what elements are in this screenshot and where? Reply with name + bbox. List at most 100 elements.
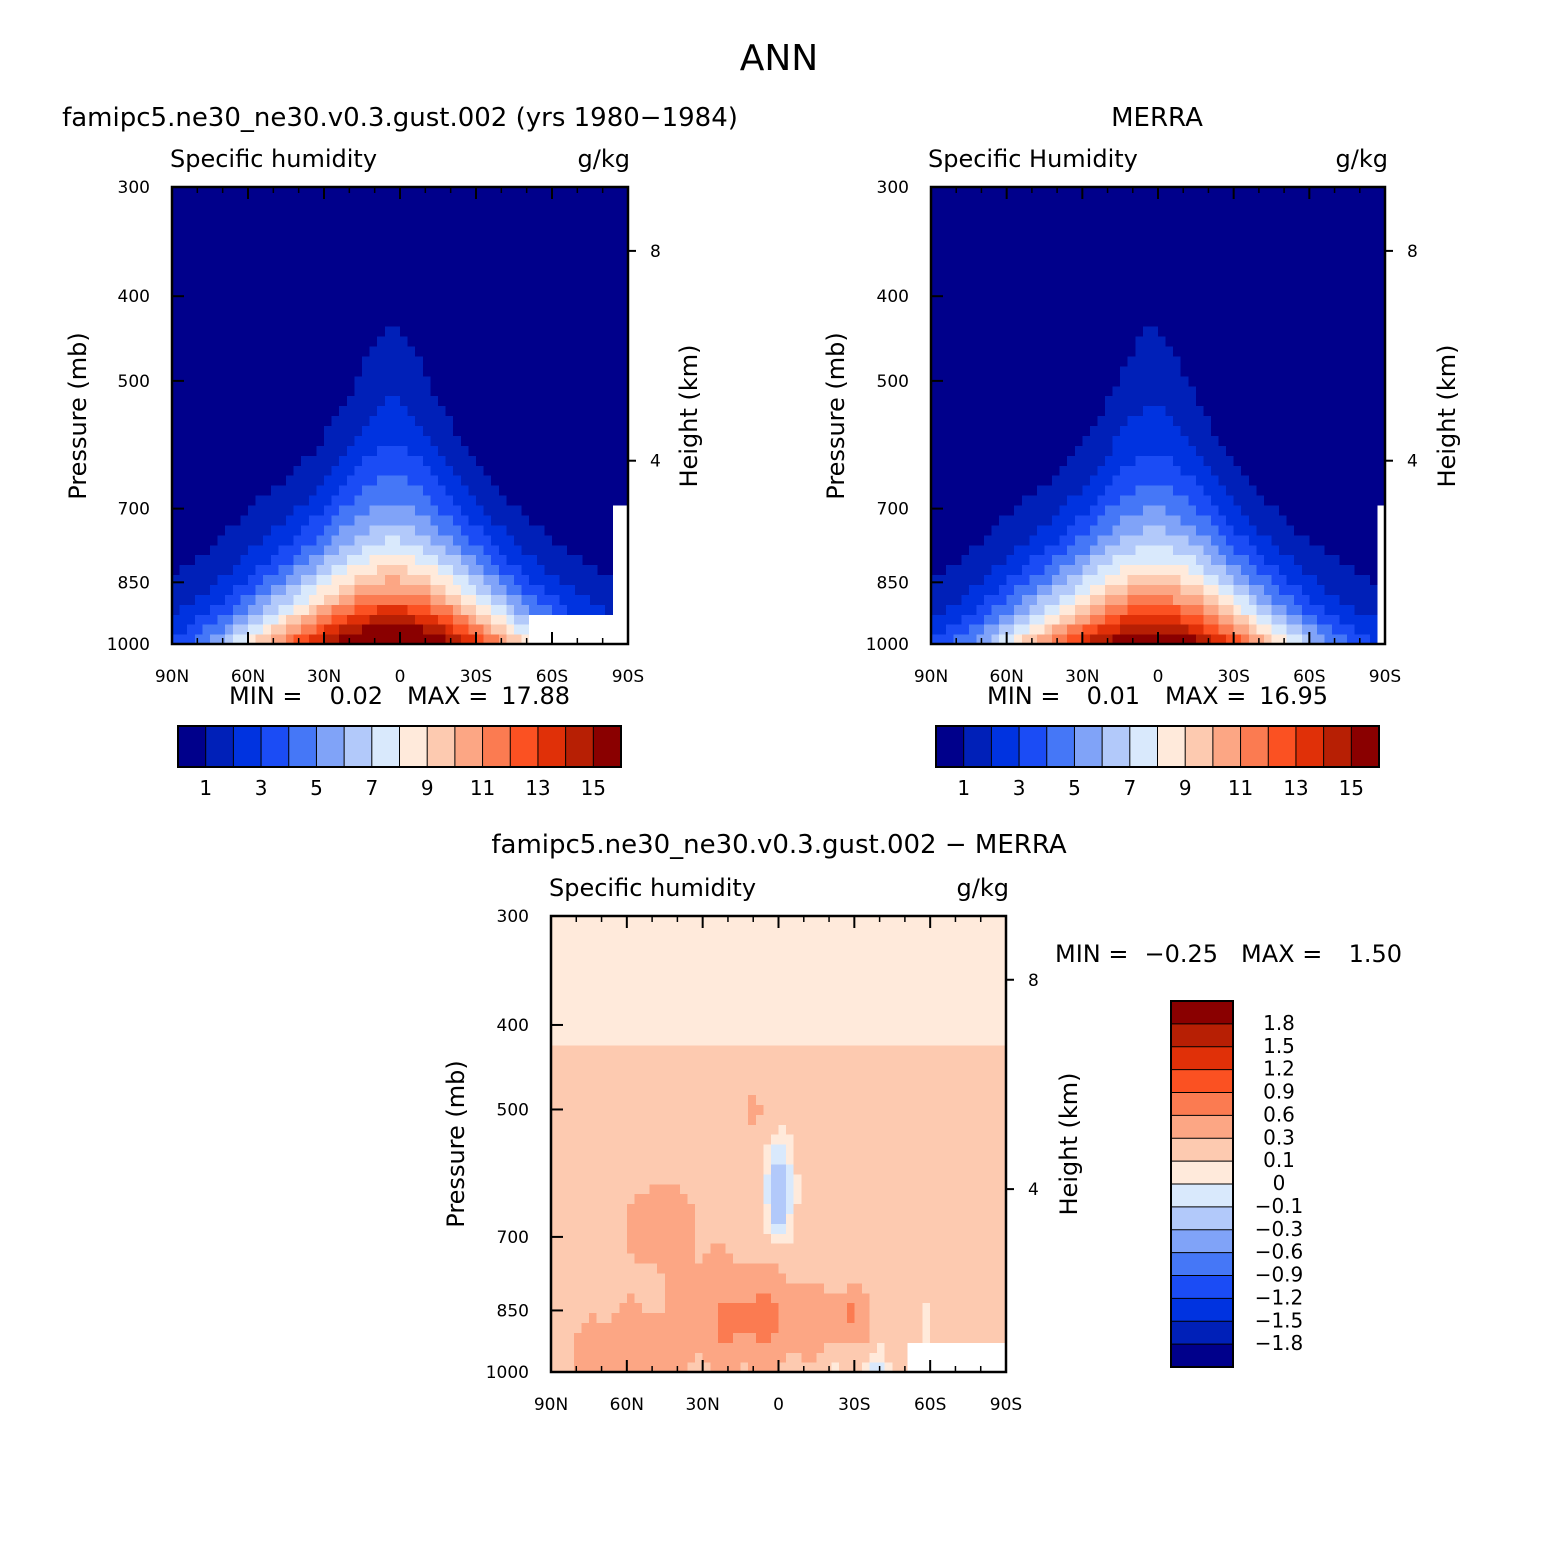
model-field-cell <box>453 435 462 446</box>
obs-field-cell <box>1309 345 1318 357</box>
model-contour-field <box>172 187 628 644</box>
obs-field-cell <box>1074 624 1083 635</box>
model-field-cell <box>574 435 583 446</box>
obs-field-cell <box>1188 514 1197 526</box>
model-field-cell <box>536 216 545 228</box>
model-field-cell <box>559 196 568 208</box>
model-field-cell <box>468 385 477 397</box>
model-field-cell <box>445 286 454 297</box>
model-field-cell <box>354 514 363 526</box>
model-field-cell <box>552 385 561 397</box>
obs-field-cell <box>968 544 977 556</box>
obs-field-cell <box>1203 514 1212 526</box>
obs-field-cell <box>1097 465 1106 476</box>
model-field-cell <box>453 504 462 516</box>
model-field-cell <box>529 286 538 297</box>
obs-field-cell <box>1029 455 1038 466</box>
obs-field-cell <box>1377 634 1385 644</box>
model-field-cell <box>552 514 561 526</box>
model-field-cell <box>590 485 599 496</box>
obs-field-cell <box>1256 494 1265 506</box>
model-field-cell <box>172 286 181 297</box>
obs-field-cell <box>1241 306 1250 317</box>
obs-field-cell <box>1279 336 1288 347</box>
model-field-cell <box>240 514 249 526</box>
model-field-cell <box>567 266 576 278</box>
obs-field-cell <box>1294 634 1303 644</box>
model-field-cell <box>202 306 211 317</box>
model-field-cell <box>194 405 203 417</box>
model-field-cell <box>301 475 310 486</box>
model-field-cell <box>400 445 409 456</box>
model-field-cell <box>225 594 234 605</box>
model-field-cell <box>468 187 477 198</box>
model-field-cell <box>605 256 614 268</box>
obs-field-cell <box>1226 614 1235 625</box>
obs-field-cell <box>1074 296 1083 307</box>
model-field-cell <box>407 415 416 427</box>
model-field-cell <box>202 574 211 585</box>
obs-field-cell <box>1347 296 1356 307</box>
obs-field-cell <box>1362 405 1371 417</box>
obs-field-cell <box>961 375 970 387</box>
model-field-cell <box>202 226 211 238</box>
obs-field-cell <box>1210 465 1220 476</box>
model-field-cell <box>582 226 591 238</box>
obs-field-cell <box>968 385 977 397</box>
model-field-cell <box>202 494 211 506</box>
model-field-cell <box>590 266 599 278</box>
obs-field-cell <box>1309 296 1318 307</box>
model-field-cell <box>248 196 257 208</box>
model-field-cell <box>362 196 371 208</box>
obs-field-cell <box>1127 544 1136 556</box>
obs-field-cell <box>1120 385 1129 397</box>
obs-field-cell <box>976 534 985 546</box>
model-field-cell <box>293 246 302 258</box>
model-field-cell <box>407 246 416 258</box>
model-field-cell <box>240 465 249 476</box>
model-field-cell <box>590 336 599 347</box>
obs-field-cell <box>1203 614 1212 625</box>
model-field-cell <box>240 425 249 436</box>
obs-field-cell <box>1347 475 1356 486</box>
model-field-cell <box>430 286 439 297</box>
obs-field-cell <box>1142 614 1152 625</box>
model-field-cell <box>445 385 454 397</box>
model-field-cell <box>210 634 219 644</box>
obs-field-cell <box>999 534 1008 546</box>
model-field-cell <box>582 276 591 287</box>
model-field-cell <box>263 554 272 566</box>
model-field-cell <box>529 475 538 486</box>
model-field-cell <box>574 336 583 347</box>
obs-field-cell <box>1210 604 1220 615</box>
model-field-cell <box>415 286 424 297</box>
obs-field-cell <box>1301 534 1310 546</box>
obs-field-cell <box>1271 604 1280 615</box>
model-field-cell <box>248 584 257 595</box>
obs-field-cell <box>1165 465 1174 476</box>
obs-field-cell <box>1347 584 1356 595</box>
model-field-cell <box>415 206 424 218</box>
obs-field-cell <box>1354 365 1363 377</box>
model-field-cell <box>263 355 272 367</box>
obs-field-cell <box>946 584 955 595</box>
model-field-cell <box>392 554 401 566</box>
obs-field-cell <box>1324 494 1333 506</box>
obs-field-cell <box>1203 594 1212 605</box>
model-field-cell <box>491 395 500 407</box>
model-field-cell <box>422 216 431 228</box>
obs-field-cell <box>1052 524 1061 536</box>
model-field-cell <box>476 574 485 585</box>
obs-field-cell <box>1074 485 1083 496</box>
model-field-cell <box>620 614 628 625</box>
obs-field-cell <box>1165 574 1174 585</box>
obs-field-cell <box>1142 425 1152 436</box>
model-field-cell <box>301 455 310 466</box>
model-field-cell <box>529 514 538 526</box>
model-field-cell <box>453 385 462 397</box>
model-field-cell <box>582 564 591 576</box>
obs-field-cell <box>968 534 977 546</box>
obs-field-cell <box>1286 355 1295 367</box>
model-field-cell <box>430 634 439 644</box>
model-field-cell <box>597 256 606 268</box>
